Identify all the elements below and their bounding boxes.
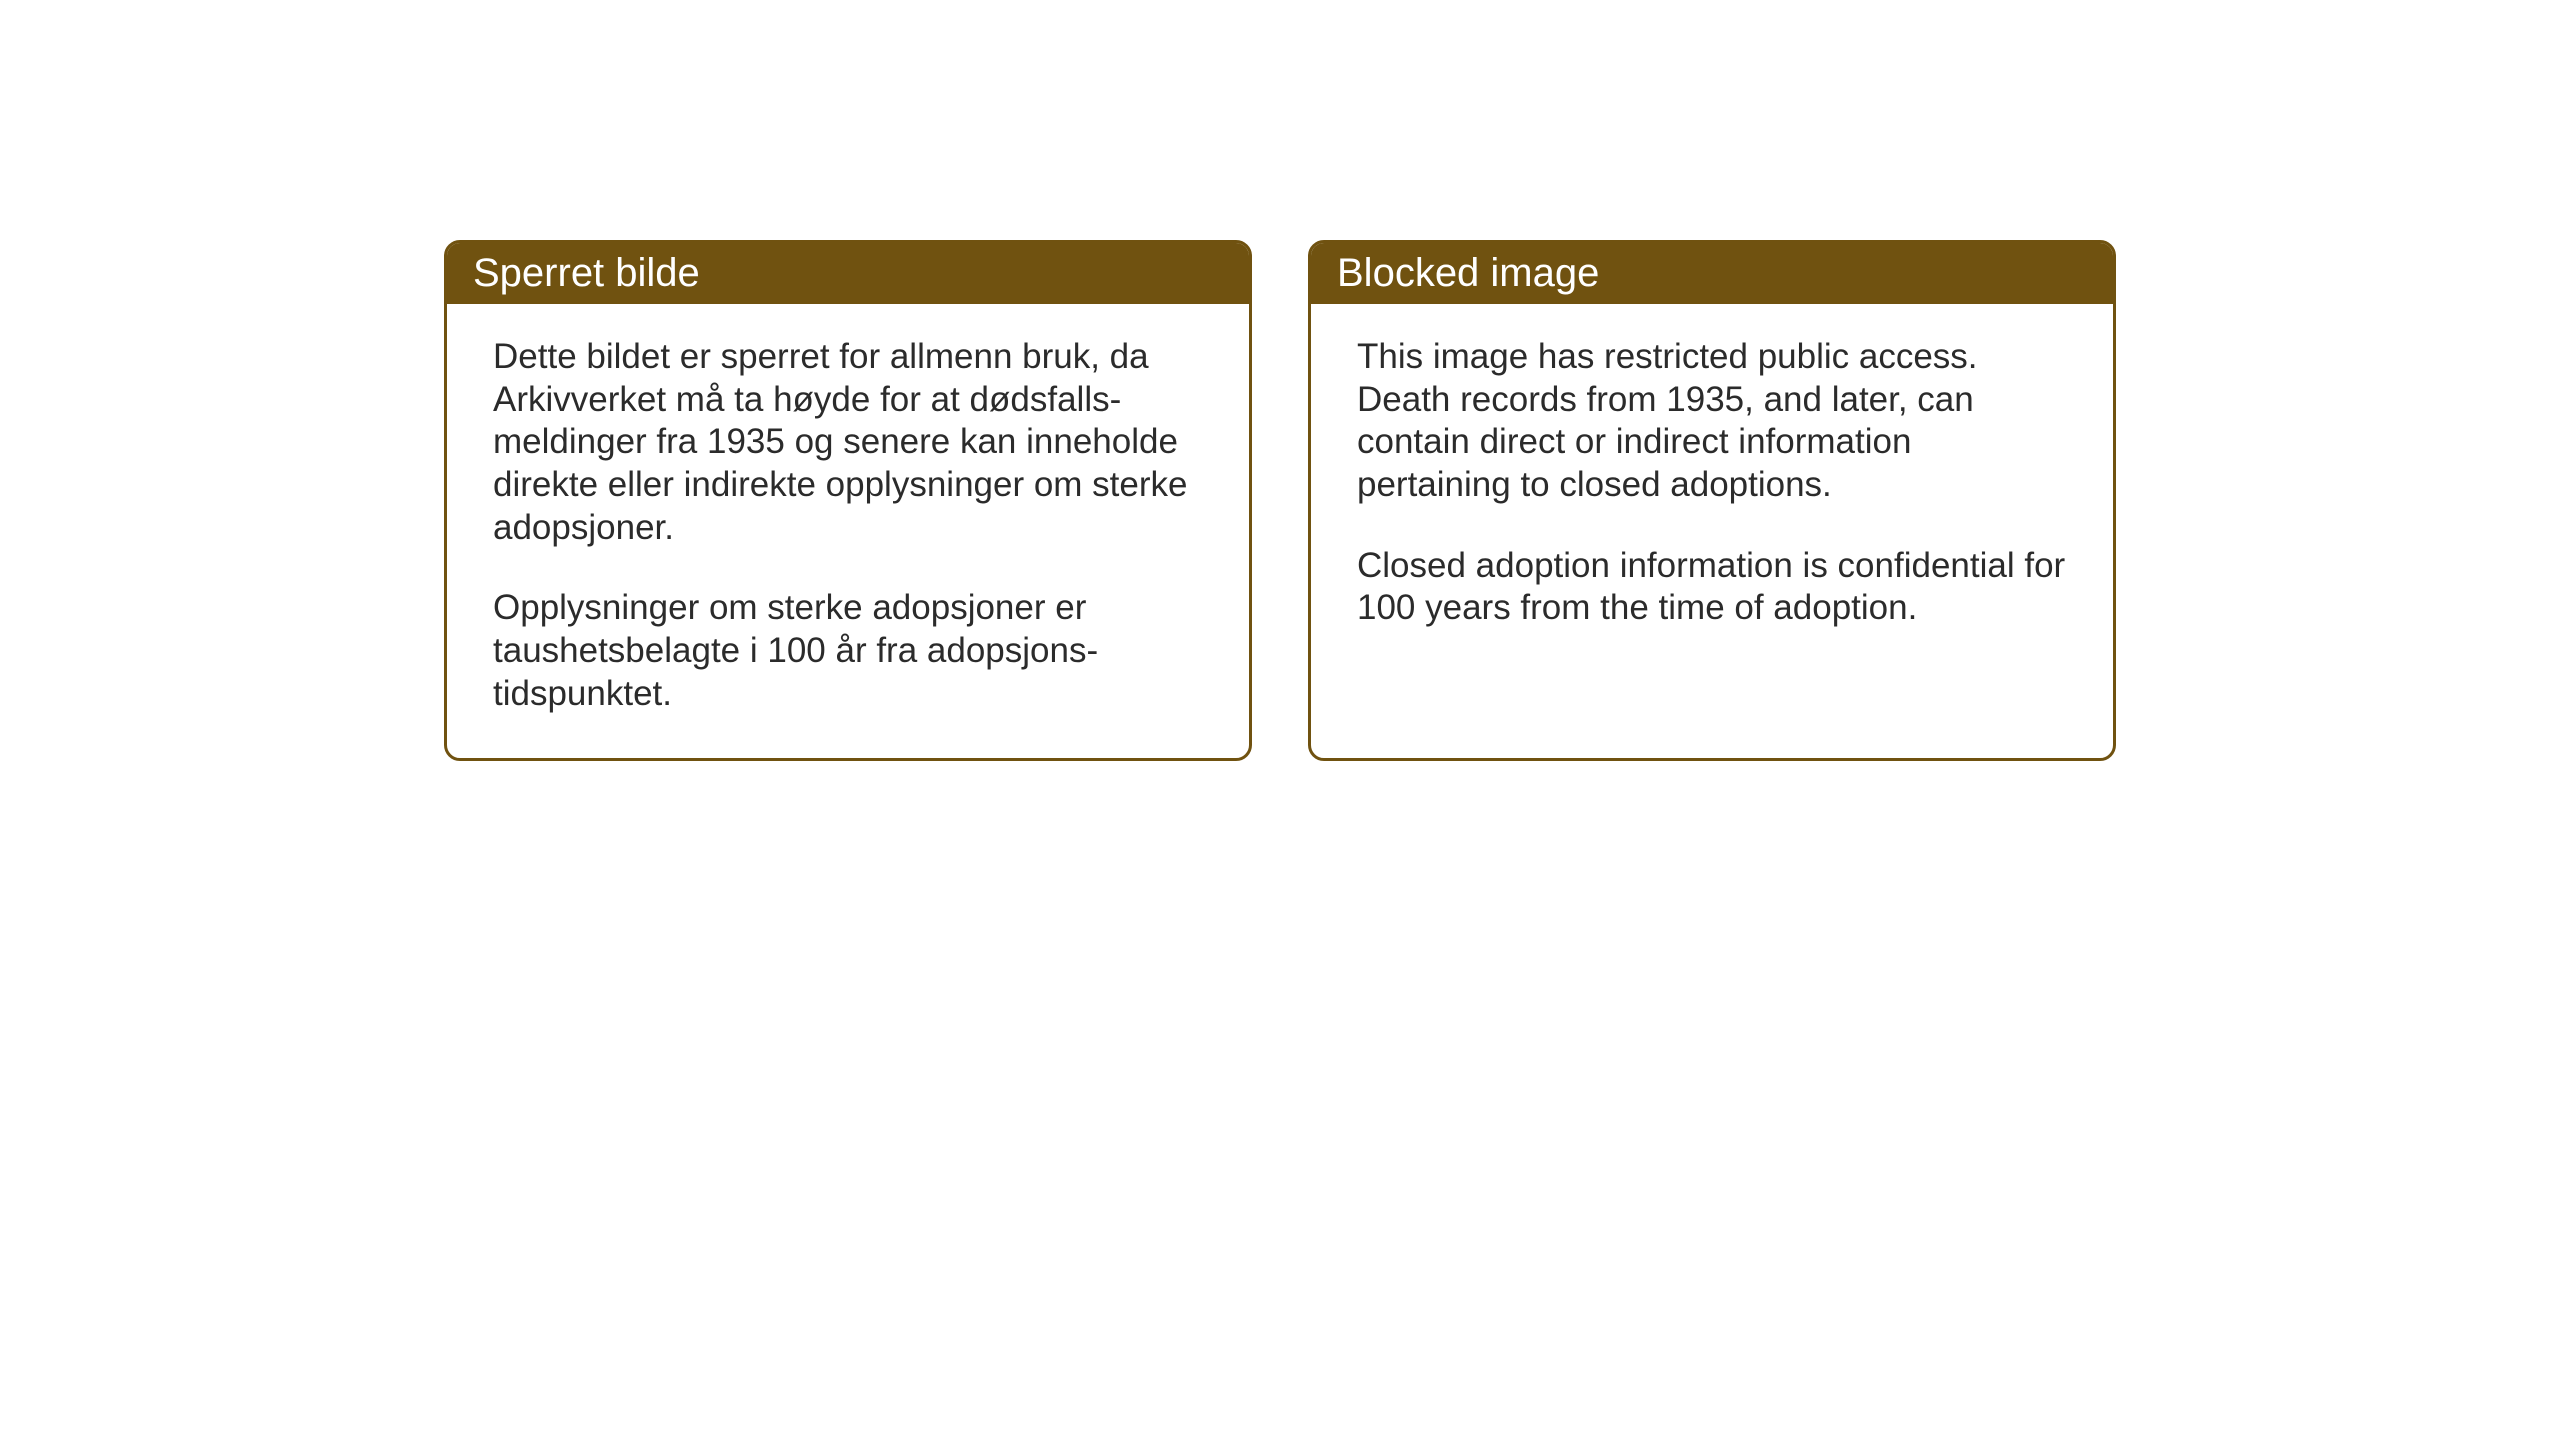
notice-container: Sperret bilde Dette bildet er sperret fo… xyxy=(444,240,2116,761)
card-header-english: Blocked image xyxy=(1311,243,2113,304)
card-paragraph-2-english: Closed adoption information is confident… xyxy=(1357,545,2067,630)
notice-card-norwegian: Sperret bilde Dette bildet er sperret fo… xyxy=(444,240,1252,761)
card-paragraph-2-norwegian: Opplysninger om sterke adopsjoner er tau… xyxy=(493,587,1203,715)
card-title-norwegian: Sperret bilde xyxy=(473,251,700,295)
card-body-english: This image has restricted public access.… xyxy=(1311,304,2113,672)
card-paragraph-1-norwegian: Dette bildet er sperret for allmenn bruk… xyxy=(493,336,1203,549)
card-paragraph-1-english: This image has restricted public access.… xyxy=(1357,336,2067,507)
card-body-norwegian: Dette bildet er sperret for allmenn bruk… xyxy=(447,304,1249,758)
card-header-norwegian: Sperret bilde xyxy=(447,243,1249,304)
notice-card-english: Blocked image This image has restricted … xyxy=(1308,240,2116,761)
card-title-english: Blocked image xyxy=(1337,251,1599,295)
